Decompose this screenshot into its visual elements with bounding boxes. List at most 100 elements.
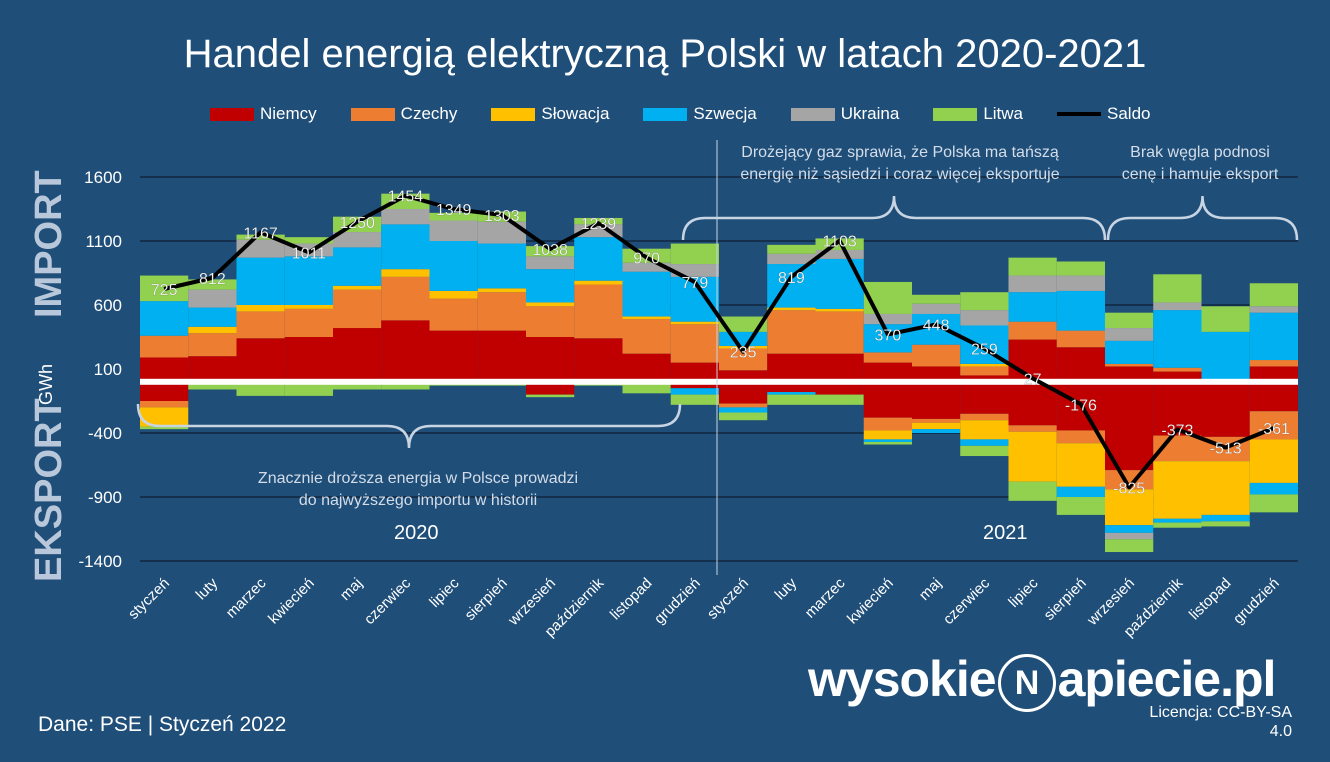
legend-item-saldo: Saldo: [1057, 104, 1150, 124]
saldo-data-label: 1454: [388, 189, 424, 206]
bar-segment: [574, 284, 623, 339]
chart-title: Handel energią elektryczną Polski w lata…: [183, 32, 1147, 76]
bar-segment: [333, 285, 382, 290]
brace: [681, 195, 1107, 241]
bar-segment: [381, 276, 430, 321]
bar-segment: [670, 381, 719, 389]
bar-segment: [960, 363, 1009, 367]
bar-segment: [622, 383, 671, 394]
bar-segment: [863, 417, 912, 431]
bar-segment: [333, 247, 382, 286]
annotation-2021-coal: Brak węgla podnosi cenę i hamuje eksport: [1121, 144, 1279, 183]
bar-segment: [1105, 489, 1154, 526]
saldo-data-label: 812: [199, 271, 226, 288]
bar-segment: [526, 246, 575, 257]
bar-segment: [863, 381, 912, 418]
bar-segment: [477, 330, 526, 382]
bar-segment: [526, 302, 575, 307]
bar-segment: [912, 344, 961, 367]
bar-segment: [1008, 257, 1057, 276]
bar-segment: [1056, 497, 1105, 515]
x-category-label: listopad: [1186, 575, 1235, 624]
saldo-data-label: 779: [682, 275, 709, 292]
saldo-data-label: 1250: [339, 215, 375, 232]
bar-segment: [863, 362, 912, 382]
bar-segment: [960, 310, 1009, 326]
bar-segment: [1201, 461, 1250, 515]
y-tick-label: -900: [88, 488, 122, 507]
x-category-label: czerwiec: [361, 574, 415, 628]
bar-segment: [767, 381, 816, 393]
saldo-data-label: -361: [1258, 421, 1290, 438]
x-category-label: styczeń: [704, 575, 752, 623]
bar-segment: [1201, 306, 1250, 332]
x-category-label: marzec: [802, 574, 849, 621]
bar-segment: [960, 381, 1009, 414]
bar-segment: [1153, 367, 1202, 372]
saldo-data-label: 970: [633, 251, 660, 268]
saldo-data-label: 1303: [484, 208, 520, 225]
bar-segment: [960, 375, 1009, 382]
legend-item-niemcy: Niemcy: [210, 104, 317, 124]
bar-segment: [381, 209, 430, 225]
bar-segment: [815, 311, 864, 354]
bar-segment: [912, 418, 961, 423]
bar-segment: [140, 335, 189, 358]
bar-segment: [1153, 371, 1202, 382]
bar-segment: [1201, 514, 1250, 522]
bar-segment: [333, 383, 382, 390]
bar-segment: [1105, 532, 1154, 540]
bar-segment: [670, 362, 719, 382]
saldo-data-label: 1011: [292, 245, 327, 262]
bar-segment: [140, 357, 189, 382]
bar-segment: [1056, 275, 1105, 291]
bar-segment: [333, 289, 382, 329]
bar-segment: [1249, 360, 1298, 367]
bar-segment: [670, 321, 719, 325]
bar-segment: [526, 337, 575, 382]
bar-segment: [912, 381, 961, 419]
bar-segment: [960, 292, 1009, 311]
bar-segment: [960, 413, 1009, 421]
year-label-2021: 2021: [983, 522, 1028, 544]
bar-segment: [381, 320, 430, 382]
bar-segment: [284, 308, 333, 337]
bar-segment: [767, 244, 816, 254]
x-category-label: sierpień: [1041, 575, 1090, 624]
saldo-data-label: 27: [1024, 371, 1042, 388]
bar-segment: [429, 290, 478, 299]
bar-segment: [188, 356, 237, 382]
zero-line: [140, 378, 1298, 385]
bar-segment: [1153, 274, 1202, 303]
legend-item-czechy: Czechy: [350, 104, 457, 124]
bar-segment: [1105, 363, 1154, 367]
bar-segment: [719, 345, 768, 349]
bar-segment: [477, 288, 526, 293]
bar-segment: [1056, 261, 1105, 276]
bar-segment: [188, 383, 237, 390]
bar-segment: [236, 257, 285, 305]
bar-segment: [1153, 522, 1202, 528]
year-label-2020: 2020: [394, 522, 439, 544]
saldo-data-label: 235: [730, 345, 757, 362]
bar-segment: [1153, 518, 1202, 523]
bar-segment: [767, 307, 816, 311]
bar-segment: [1249, 482, 1298, 495]
bar-segment: [1153, 381, 1202, 436]
x-category-label: marzec: [223, 574, 270, 621]
saldo-data-label: 1038: [532, 242, 568, 259]
bar-segment: [1008, 321, 1057, 340]
bar-segment: [622, 271, 671, 317]
y-tick-label: 100: [94, 360, 122, 379]
bar-segment: [863, 324, 912, 353]
bar-segment: [333, 232, 382, 248]
bar-segment: [1105, 328, 1154, 341]
saldo-data-label: 1103: [822, 234, 857, 251]
bar-segment: [815, 353, 864, 382]
bar-segment: [622, 319, 671, 354]
bar-segment: [622, 353, 671, 382]
bar-segment: [1201, 521, 1250, 527]
bar-segment: [429, 298, 478, 331]
saldo-data-label: -825: [1113, 480, 1145, 497]
bar-segment: [863, 430, 912, 440]
